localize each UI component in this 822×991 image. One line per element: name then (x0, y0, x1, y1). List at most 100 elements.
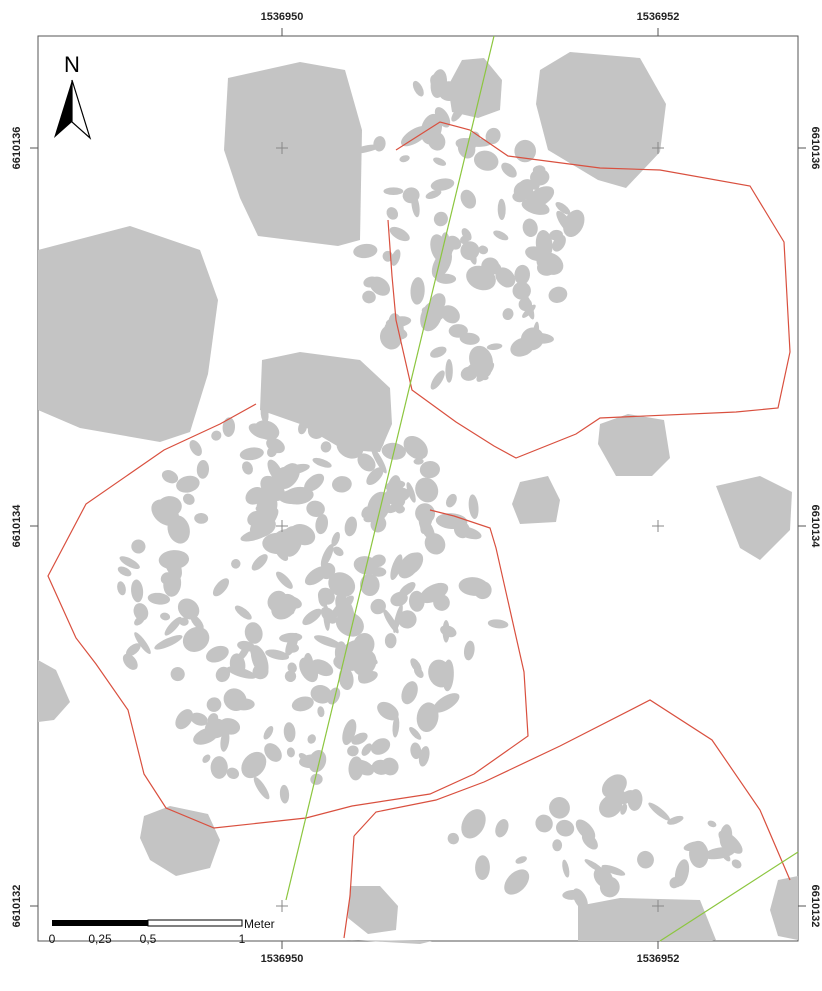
cobble-stone (280, 526, 303, 557)
cobble-stone (323, 426, 337, 436)
cobble-stone (245, 486, 265, 505)
transect-line (659, 851, 799, 942)
cobble-stone (212, 578, 230, 597)
cobble-stone (418, 516, 435, 541)
y-label-left-3: 6610132 (11, 885, 23, 928)
scale-bar: 0 0,25 0,5 1 Meter (49, 917, 275, 946)
cobble-stone (420, 300, 443, 332)
boulder (224, 62, 362, 246)
cobble-stone (317, 587, 335, 605)
cobble-stone (521, 199, 550, 215)
cobble-stone (170, 667, 185, 682)
cobble-stone (283, 722, 296, 743)
cobble-stone (390, 591, 408, 607)
cobble-stone (307, 734, 316, 744)
cobble-stone (263, 726, 274, 740)
cobble-stone (291, 696, 314, 712)
cobble-stone (549, 229, 563, 241)
cobble-stone (620, 803, 628, 815)
cobble-stone (193, 727, 219, 745)
boulder (348, 886, 398, 934)
cobble-stone (371, 446, 387, 474)
scale-label-1: 1 (239, 932, 246, 946)
cobble-stone (134, 632, 151, 655)
cobble-stone (501, 162, 517, 178)
cobble-stone (234, 605, 252, 620)
cobble-stone (194, 512, 209, 524)
cobble-stone (312, 457, 332, 468)
cobble-stone (430, 178, 455, 191)
cobble-stone (156, 496, 182, 518)
cobble-stone (308, 750, 327, 773)
boulder (140, 806, 220, 876)
cobble-stone (370, 738, 391, 755)
cobble-stone (555, 819, 575, 837)
cobble-stone (601, 864, 626, 876)
cobble-stone (202, 754, 211, 763)
cobble-stone (351, 732, 368, 745)
cobble-stone (433, 211, 448, 227)
cobble-stone (504, 869, 530, 895)
boulder (512, 476, 560, 524)
scale-label-025: 0,25 (88, 932, 112, 946)
x-label-top-2: 1536952 (637, 11, 680, 23)
cobble-stone (177, 598, 200, 620)
cobble-stone (254, 505, 271, 523)
cobble-stone (648, 802, 671, 821)
cobble-stone (430, 346, 447, 358)
cobble-stone (320, 607, 338, 624)
boulder (38, 660, 70, 722)
cobble-stone (370, 598, 386, 615)
cobble-stone (279, 784, 290, 804)
cobble-stone (190, 712, 208, 726)
cobble-stone (248, 423, 271, 439)
cobble-stone (317, 706, 325, 718)
cobble-stone (416, 702, 439, 733)
cobble-stone (237, 640, 256, 652)
cobble-stone (283, 602, 295, 615)
cobble-stone (411, 194, 420, 218)
cobble-stone (147, 592, 171, 605)
grid-cross (276, 520, 288, 532)
y-label-left-1: 6610136 (11, 127, 23, 170)
boundary-line (47, 403, 529, 829)
scale-bar-segment (100, 920, 148, 926)
cobble-stone (342, 719, 357, 746)
cobble-stone (359, 573, 380, 596)
axis-ticks (30, 28, 806, 949)
boulder (770, 876, 798, 940)
cobble-stone (357, 453, 376, 472)
cobble-stone (331, 531, 340, 547)
cobble-stone (485, 127, 501, 145)
cobble-stone (387, 326, 408, 340)
feature-boundaries (47, 121, 791, 939)
cobble-stone (265, 649, 290, 660)
cobble-stone (362, 290, 376, 304)
cobble-stone (304, 473, 325, 492)
cobble-stone (502, 308, 514, 321)
cobble-stone (430, 370, 445, 390)
cobble-stone (497, 269, 509, 288)
cobble-stone (512, 191, 527, 203)
cobble-stone (327, 687, 341, 705)
cobble-stone (284, 670, 297, 682)
scale-bar-segment (147, 919, 243, 927)
transect-lines (285, 35, 799, 942)
cobble-stone (432, 693, 460, 713)
cobble-stone (435, 513, 468, 530)
cobble-stone (515, 856, 527, 864)
cobble-stone (719, 824, 733, 849)
cobble-stone (160, 612, 171, 621)
cobble-stone (447, 832, 459, 845)
x-label-top-1: 1536950 (261, 11, 304, 23)
cobble-stone (357, 663, 370, 682)
cobble-stone (514, 139, 537, 163)
scale-label-0: 0 (49, 932, 56, 946)
cobble-stone (161, 470, 179, 484)
cobble-stone (460, 235, 469, 245)
cobble-stone (473, 150, 499, 171)
cobble-stone (383, 609, 399, 634)
grid-cross (652, 520, 664, 532)
cobble-stone (176, 475, 200, 493)
cobble-stone (310, 773, 323, 785)
